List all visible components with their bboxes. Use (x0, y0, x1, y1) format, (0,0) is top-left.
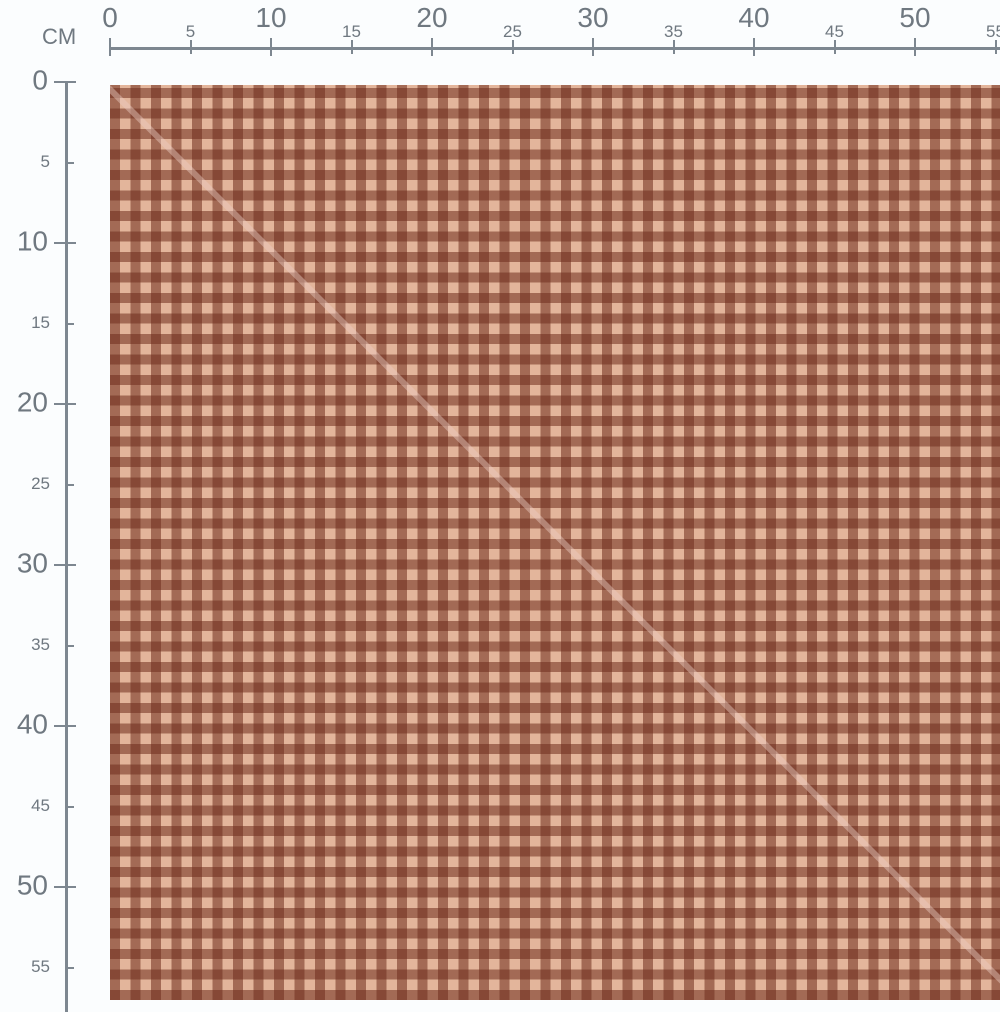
left-tick (54, 403, 76, 405)
ruler-unit-label: CM (42, 24, 77, 49)
top-tick-label: 55 (986, 22, 1000, 41)
top-tick (833, 40, 836, 54)
top-tick-label: 10 (255, 2, 287, 33)
top-tick (511, 40, 514, 54)
left-tick-label: 20 (16, 386, 48, 418)
left-tick-label: 35 (31, 634, 50, 654)
left-tick (66, 322, 74, 325)
left-tick (54, 242, 76, 244)
top-tick (592, 38, 594, 56)
top-tick (109, 38, 111, 56)
left-ruler (65, 82, 68, 1012)
top-tick (270, 38, 272, 56)
left-tick (54, 81, 76, 83)
top-tick-label: 45 (825, 22, 844, 41)
left-tick (54, 725, 76, 727)
left-tick (54, 564, 76, 566)
top-tick-label: 15 (342, 22, 361, 41)
left-tick-label: 50 (16, 869, 48, 901)
left-tick (66, 966, 74, 969)
fabric-swatch (110, 85, 1000, 1000)
top-tick-label: 20 (416, 2, 448, 33)
left-tick (66, 483, 74, 486)
top-ruler (109, 47, 1000, 50)
left-tick (54, 886, 76, 888)
top-tick-label: 0 (102, 2, 118, 33)
left-tick-label: 5 (40, 151, 50, 171)
left-tick-label: 30 (16, 547, 48, 579)
left-tick (66, 805, 74, 808)
left-tick-label: 10 (16, 225, 48, 257)
top-tick (914, 38, 916, 56)
diagonal-line (110, 85, 1000, 1000)
top-tick (672, 40, 675, 54)
left-tick-label: 0 (32, 64, 48, 96)
left-tick-label: 15 (31, 312, 50, 332)
top-tick (431, 38, 433, 56)
left-tick-label: 40 (16, 708, 48, 740)
top-tick-label: 25 (503, 22, 522, 41)
top-tick-label: 35 (664, 22, 683, 41)
top-tick-label: 30 (577, 2, 609, 33)
top-tick-label: 50 (899, 2, 931, 33)
left-tick (66, 644, 74, 647)
left-tick-label: 25 (31, 473, 50, 493)
top-tick (994, 40, 997, 54)
left-tick-label: 45 (31, 795, 50, 815)
top-tick-label: 5 (185, 22, 196, 41)
top-tick (350, 40, 353, 54)
top-tick (753, 38, 755, 56)
left-tick-label: 55 (31, 956, 50, 976)
top-tick-label: 40 (738, 2, 770, 33)
left-tick (66, 161, 74, 164)
top-tick (189, 40, 192, 54)
